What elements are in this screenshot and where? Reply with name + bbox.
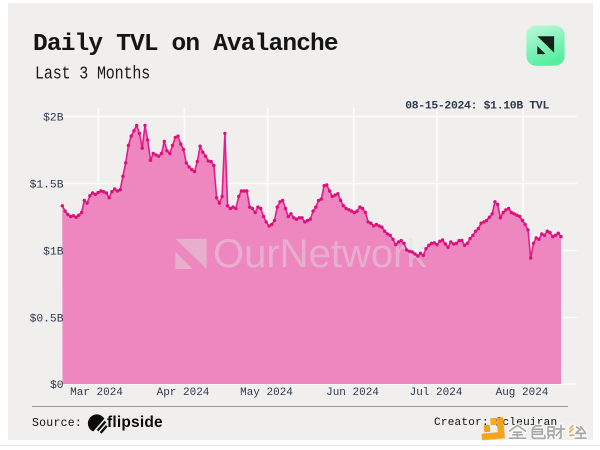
svg-text:$0: $0 bbox=[50, 380, 64, 392]
svg-text:$1.5B: $1.5B bbox=[30, 180, 64, 192]
svg-text:$2B: $2B bbox=[43, 113, 64, 125]
svg-text:May 2024: May 2024 bbox=[240, 387, 293, 399]
svg-text:Aug 2024: Aug 2024 bbox=[496, 387, 549, 399]
svg-text:Jul 2024: Jul 2024 bbox=[410, 387, 463, 399]
svg-text:Apr 2024: Apr 2024 bbox=[157, 387, 210, 399]
svg-text:Mar 2024: Mar 2024 bbox=[70, 387, 123, 399]
svg-text:$1B: $1B bbox=[43, 247, 64, 259]
svg-text:$0.5B: $0.5B bbox=[30, 314, 64, 326]
svg-text:08-15-2024: $1.10B TVL: 08-15-2024: $1.10B TVL bbox=[405, 101, 549, 113]
svg-text:OurNetwork: OurNetwork bbox=[213, 232, 427, 276]
svg-text:Jun 2024: Jun 2024 bbox=[326, 387, 379, 399]
